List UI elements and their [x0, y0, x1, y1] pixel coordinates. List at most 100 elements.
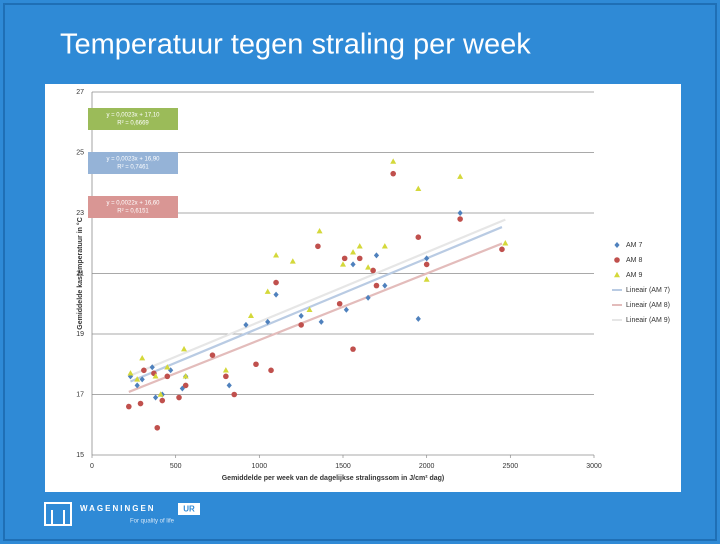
r-squared: R² = 0,7461: [117, 165, 149, 171]
y-axis-label: Gemiddelde kastemperatuur in °C: [76, 217, 84, 330]
x-tick-label: 2000: [419, 463, 435, 470]
equation: y = 0,0022x + 16,60: [106, 201, 160, 207]
point: [141, 367, 147, 374]
point: [306, 306, 313, 312]
legend-label: AM 8: [626, 257, 642, 264]
slide-title: Temperatuur tegen straling per week: [60, 29, 531, 61]
point: [415, 234, 422, 240]
point: [340, 261, 346, 267]
y-tick-label: 27: [76, 89, 84, 96]
point: [139, 376, 145, 383]
point: [222, 367, 229, 373]
r-squared: R² = 0,6151: [117, 209, 149, 215]
point: [390, 170, 397, 177]
trendline: [128, 242, 503, 393]
x-tick-label: 1500: [335, 463, 351, 470]
legend-label: Lineair (AM 8): [626, 302, 670, 309]
point: [139, 355, 146, 361]
frame: [3, 3, 717, 541]
y-tick-label: 21: [76, 270, 84, 277]
point: [223, 373, 229, 380]
point: [152, 394, 159, 401]
point: [341, 255, 348, 262]
point: [382, 282, 388, 289]
legend-label: AM 7: [626, 242, 642, 249]
legend-label: Lineair (AM 7): [626, 287, 670, 294]
point: [350, 261, 356, 268]
point: [415, 315, 421, 322]
point: [350, 346, 356, 352]
point: [356, 243, 363, 249]
x-tick-label: 500: [170, 463, 182, 470]
point: [365, 294, 371, 301]
point: [134, 382, 140, 389]
point: [253, 361, 259, 368]
point: [182, 373, 189, 379]
point: [231, 391, 238, 398]
point: [457, 173, 464, 179]
legend-label: Lineair (AM 9): [626, 317, 670, 324]
point: [502, 240, 509, 246]
legend-marker: [614, 242, 620, 248]
trendline: [130, 226, 503, 383]
point: [134, 376, 141, 382]
logo: WAGENINGEN UR For quality of life: [44, 502, 200, 526]
y-tick-label: 15: [76, 452, 84, 459]
point: [273, 291, 279, 298]
x-tick-label: 1000: [252, 463, 268, 470]
point: [423, 261, 430, 268]
point: [265, 318, 271, 325]
point: [298, 322, 304, 328]
point: [159, 397, 166, 404]
point: [154, 424, 161, 431]
point: [181, 345, 188, 352]
point: [149, 364, 155, 371]
equation-box: [88, 108, 178, 130]
point: [152, 373, 159, 379]
point: [318, 318, 324, 325]
legend-marker: [614, 257, 620, 263]
point: [247, 312, 254, 319]
point: [457, 210, 463, 216]
equation: y = 0,0023x + 16,90: [106, 157, 160, 163]
point: [289, 258, 296, 264]
point: [373, 282, 380, 289]
point: [157, 391, 164, 397]
y-tick-label: 25: [76, 149, 84, 156]
logo-box: [178, 503, 200, 515]
point: [164, 373, 171, 380]
logo-tagline: For quality of life: [130, 519, 175, 525]
point: [137, 400, 144, 407]
chart: 15 17 19 21 23 25 27 0 500 1000 1500 2000 2500 3000 Ge…: [76, 89, 670, 482]
logo-brand: WAGENINGEN: [80, 504, 156, 513]
x-tick-label: 0: [90, 463, 94, 470]
legend-label: AM 9: [626, 272, 642, 279]
x-tick-label: 3000: [586, 463, 602, 470]
point: [316, 227, 323, 234]
point: [457, 216, 463, 222]
point: [126, 403, 132, 410]
point: [423, 276, 430, 282]
point: [127, 370, 134, 376]
r-squared: R² = 0,6669: [117, 121, 149, 127]
point: [226, 382, 232, 389]
point: [365, 264, 372, 270]
point: [424, 255, 430, 262]
logo-icon: [44, 502, 72, 526]
point: [350, 249, 357, 255]
y-tick-label: 19: [76, 331, 84, 338]
point: [176, 394, 182, 401]
y-tick-label: 23: [76, 210, 84, 217]
equation: y = 0,0023x + 17,10: [106, 113, 160, 119]
point: [164, 364, 171, 370]
point: [268, 367, 274, 374]
point: [298, 312, 304, 319]
point: [499, 246, 505, 253]
x-axis-label: Gemiddelde per week van de dagelijkse st…: [222, 475, 445, 482]
logo-suffix: UR: [183, 505, 195, 514]
point: [315, 243, 321, 250]
equation-box: [88, 196, 178, 218]
point: [370, 267, 376, 274]
